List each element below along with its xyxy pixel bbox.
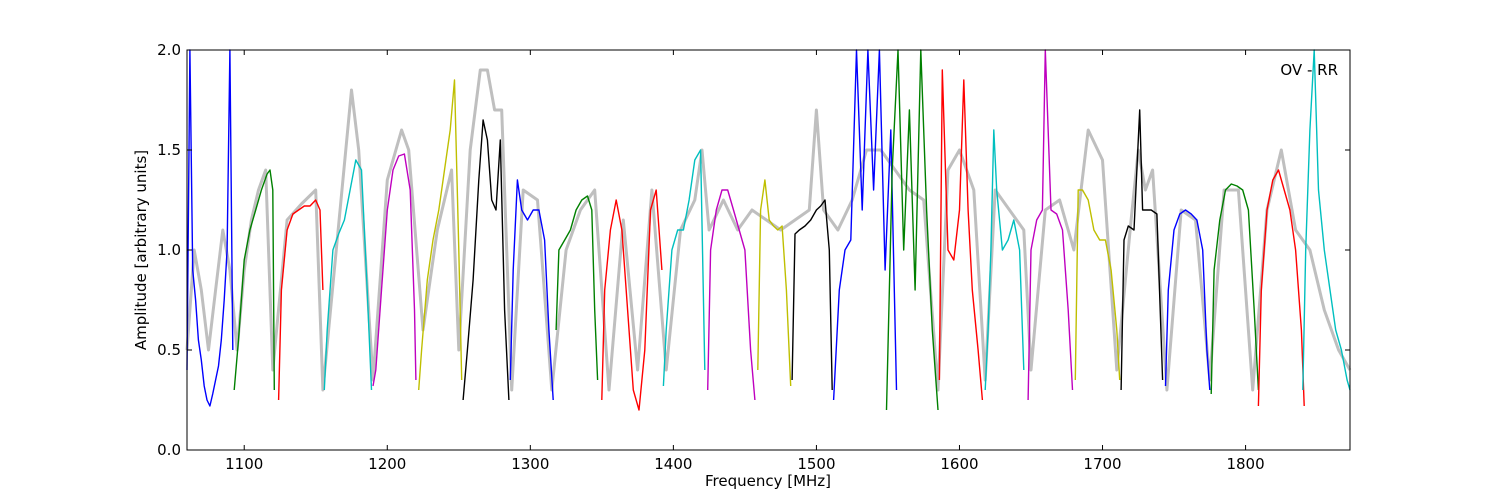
series-line-8 bbox=[509, 179, 554, 401]
x-tick-label: 1800 bbox=[1226, 455, 1264, 473]
x-tick-label: 1100 bbox=[225, 455, 263, 473]
series-line-24 bbox=[1257, 169, 1305, 407]
y-tick-label: 0.5 bbox=[157, 341, 181, 359]
series-line-11 bbox=[662, 149, 706, 387]
x-tick-label: 1600 bbox=[940, 455, 978, 473]
series-line-22 bbox=[1164, 209, 1211, 391]
plot-frame bbox=[186, 49, 1351, 451]
series-line-1 bbox=[186, 49, 234, 407]
series-line-2 bbox=[233, 169, 275, 391]
y-tick-label: 1.0 bbox=[157, 241, 181, 259]
x-tick-label: 1400 bbox=[654, 455, 692, 473]
series-line-17 bbox=[938, 69, 984, 401]
series-line-23 bbox=[1210, 183, 1260, 395]
x-tick-label: 1500 bbox=[797, 455, 835, 473]
x-tick-label: 1200 bbox=[368, 455, 406, 473]
series-line-7 bbox=[462, 119, 510, 401]
series-line-13 bbox=[757, 179, 792, 387]
y-axis-label: Amplitude [arbitrary units] bbox=[132, 150, 150, 350]
y-tick-label: 0.0 bbox=[157, 441, 181, 459]
series-line-21 bbox=[1120, 109, 1164, 391]
x-tick-label: 1300 bbox=[511, 455, 549, 473]
series-line-5 bbox=[372, 153, 417, 387]
y-tick-label: 1.5 bbox=[157, 141, 181, 159]
series-line-3 bbox=[277, 199, 324, 401]
x-axis-label: Frequency [MHz] bbox=[705, 472, 831, 490]
series-line-9 bbox=[555, 195, 599, 381]
series-line-16 bbox=[885, 49, 939, 411]
series-line-4 bbox=[323, 159, 373, 391]
series-line-6 bbox=[418, 79, 463, 391]
x-tick-label: 1700 bbox=[1083, 455, 1121, 473]
series-line-19 bbox=[1027, 49, 1074, 401]
series-line-10 bbox=[601, 189, 663, 411]
background-envelope-line bbox=[185, 68, 1352, 392]
series-line-20 bbox=[1074, 189, 1121, 381]
x-axis-ticks: 1100 1200 1300 1400 1500 1600 1700 1800 bbox=[225, 50, 1265, 473]
background-envelope-layer bbox=[185, 68, 1352, 392]
series-layer bbox=[186, 49, 1351, 411]
series-line-25 bbox=[1302, 49, 1351, 391]
y-axis-ticks: 0.0 0.5 1.0 1.5 2.0 bbox=[157, 41, 1350, 459]
series-line-12 bbox=[707, 189, 756, 401]
polarization-annotation: OV - RR bbox=[1280, 61, 1338, 79]
series-line-14 bbox=[791, 199, 833, 391]
series-line-18 bbox=[984, 129, 1025, 391]
y-tick-label: 2.0 bbox=[157, 41, 181, 59]
series-line-15 bbox=[832, 49, 898, 401]
